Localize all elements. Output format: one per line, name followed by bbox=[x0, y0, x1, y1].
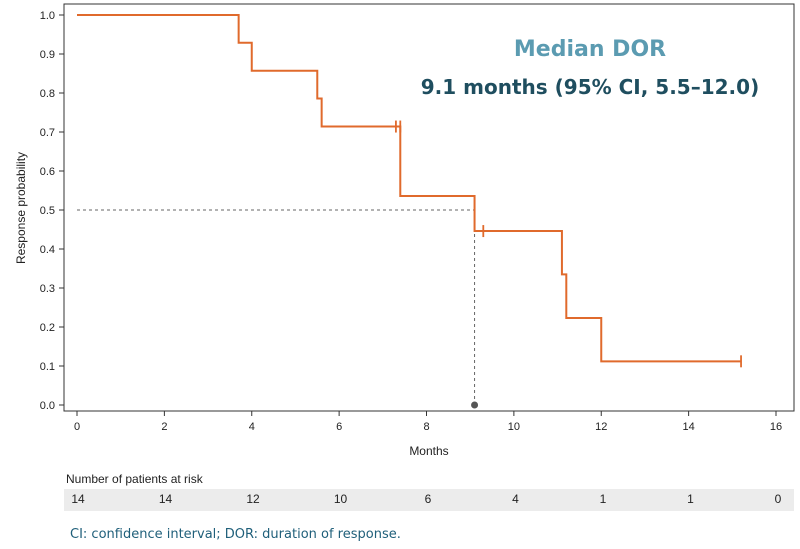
y-axis-title: Response probability bbox=[14, 152, 28, 264]
y-axis: 0.0 0.1 0.2 0.3 0.4 0.5 0.6 0.7 0.8 0.9 1.0 bbox=[40, 10, 64, 412]
risk-table-cell: 10 bbox=[333, 492, 348, 506]
risk-table-cell: 1 bbox=[687, 492, 694, 506]
x-tick-label: 6 bbox=[336, 421, 342, 433]
risk-table-cell: 12 bbox=[246, 492, 260, 506]
y-tick-label: 0.8 bbox=[40, 88, 55, 100]
risk-table-cell: 0 bbox=[774, 492, 782, 506]
y-tick-label: 1.0 bbox=[40, 10, 55, 22]
x-axis: 0 2 4 6 8 10 12 14 16 bbox=[74, 411, 782, 433]
x-tick-label: 4 bbox=[249, 421, 255, 433]
y-tick-label: 0.7 bbox=[40, 127, 55, 139]
median-marker bbox=[471, 401, 479, 409]
y-tick-label: 0.2 bbox=[40, 322, 55, 334]
x-tick-label: 16 bbox=[770, 421, 782, 433]
y-tick-label: 0.4 bbox=[40, 244, 55, 256]
risk-table-cell: 6 bbox=[424, 492, 432, 506]
risk-table-cell: 14 bbox=[158, 492, 173, 506]
risk-table-cell: 4 bbox=[512, 492, 519, 506]
x-axis-title: Months bbox=[409, 444, 448, 458]
y-tick-label: 0.3 bbox=[40, 283, 55, 295]
y-tick-label: 0.0 bbox=[40, 400, 55, 412]
x-tick-label: 14 bbox=[683, 421, 695, 433]
km-step-line bbox=[77, 14, 742, 363]
x-tick-label: 10 bbox=[508, 421, 520, 433]
km-chart: 0.0 0.1 0.2 0.3 0.4 0.5 0.6 0.7 0.8 0.9 1.0 0 2 4 6 8 1… bbox=[14, 3, 795, 458]
x-tick-label: 8 bbox=[423, 421, 429, 433]
risk-table-header: Number of patients at risk bbox=[66, 472, 203, 486]
risk-table-cell: 1 bbox=[599, 492, 607, 506]
annotation-subtitle: 9.1 months (95% CI, 5.5–12.0) bbox=[421, 75, 759, 99]
annotation-title: Median DOR bbox=[514, 37, 666, 62]
y-tick-label: 0.1 bbox=[40, 361, 55, 373]
x-tick-label: 0 bbox=[74, 421, 80, 433]
km-series bbox=[77, 14, 742, 368]
median-reference-lines bbox=[77, 209, 479, 409]
plot-frame bbox=[63, 3, 795, 412]
risk-table-row: 14 14 12 10 6 4 1 1 0 bbox=[64, 489, 794, 511]
x-tick-label: 12 bbox=[595, 421, 607, 433]
y-tick-label: 0.5 bbox=[40, 205, 55, 217]
x-tick-label: 2 bbox=[161, 421, 167, 433]
footnote: CI: confidence interval; DOR: duration o… bbox=[70, 527, 401, 542]
y-tick-label: 0.6 bbox=[40, 166, 55, 178]
y-tick-label: 0.9 bbox=[40, 49, 55, 61]
risk-table-cell: 14 bbox=[71, 492, 85, 506]
